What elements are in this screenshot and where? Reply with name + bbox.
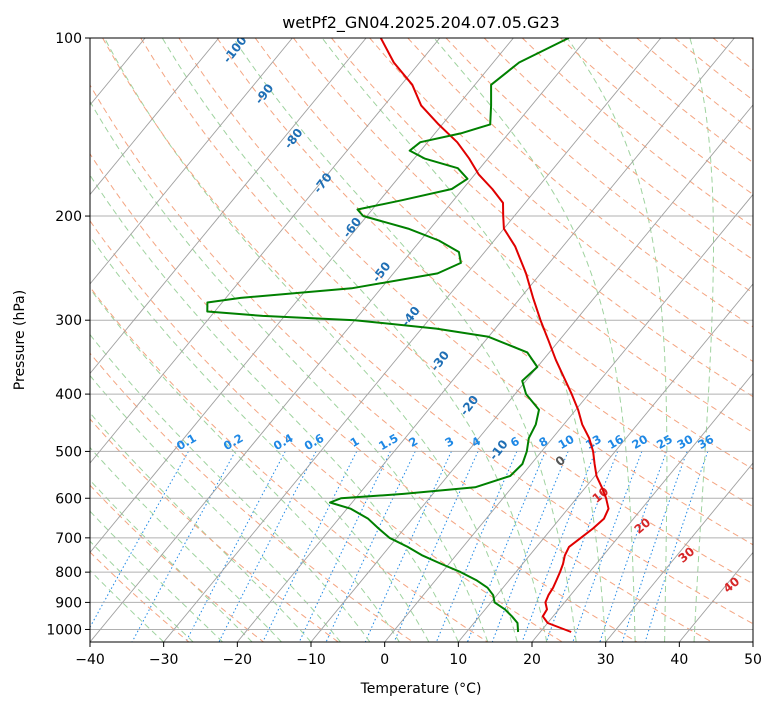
x-tick-label: −30 [149, 652, 179, 668]
isotherm-line [90, 38, 514, 554]
moist-adiabat-line [232, 38, 577, 642]
x-tick-label: −40 [75, 652, 105, 668]
y-tick-label: 300 [55, 313, 82, 329]
moist-adiabat-line [161, 38, 548, 642]
mixing-ratio-line [572, 451, 643, 642]
x-tick-label: −10 [296, 652, 326, 668]
y-axis-ticks: 100 200 300 400 500 600 700 800 900 1000 [46, 31, 90, 638]
isotherm-line [605, 462, 753, 642]
moist-adiabat-line [90, 374, 341, 642]
dry-adiabat-line [331, 38, 753, 398]
y-axis-label: Pressure (hPa) [12, 290, 28, 390]
isotherm-gridlines [90, 38, 753, 642]
moist-adiabat-line [90, 540, 194, 642]
isotherm-line [90, 38, 588, 642]
mixing-ratio-line [621, 451, 688, 642]
y-tick-label: 200 [55, 209, 82, 225]
x-tick-label: 40 [670, 652, 688, 668]
y-tick-label: 400 [55, 387, 82, 403]
mixing-ratio-label: 25 [654, 432, 675, 452]
mixing-ratio-label: 10 [556, 432, 577, 452]
moist-adiabat-line [90, 287, 400, 642]
mixing-ratio-label: 36 [695, 432, 716, 452]
y-tick-label: 100 [55, 31, 82, 47]
isotherm-line [531, 372, 753, 642]
isotherm-line [90, 38, 220, 196]
moist-adiabat-line [689, 38, 714, 642]
mixing-ratio-label: 30 [675, 432, 696, 452]
y-tick-label: 700 [55, 531, 82, 547]
y-tick-label: 600 [55, 491, 82, 507]
dry-adiabat-line [140, 38, 753, 585]
mixing-ratio-line [599, 451, 667, 642]
mixing-ratio-line [90, 451, 189, 629]
dry-adiabat-line [293, 38, 753, 434]
mixing-ratio-line [298, 451, 391, 642]
mixing-ratio-line [325, 451, 416, 642]
y-tick-label: 900 [55, 595, 82, 611]
isotherm-line [236, 38, 735, 642]
x-tick-label: 20 [523, 652, 541, 668]
isotherm-line [90, 38, 367, 375]
moist-adiabat-line [90, 235, 430, 642]
dewpoint-profile-line [206, 38, 570, 633]
mixing-ratio-line [262, 451, 358, 642]
dry-adiabat-line [216, 38, 753, 508]
moist-adiabat-line [90, 510, 223, 642]
mixing-ratio-line [545, 451, 619, 642]
moist-adiabat-line [90, 569, 165, 642]
x-tick-label: −20 [223, 652, 253, 668]
y-tick-label: 1000 [46, 622, 82, 638]
moist-adiabat-line [321, 38, 607, 642]
moist-adiabat-line [566, 38, 668, 642]
moist-adiabat-line [90, 333, 371, 642]
dry-adiabat-line [90, 286, 488, 642]
moist-adiabats [90, 38, 714, 642]
chart-title: wetPf2_GN04.2025.204.07.05.G23 [282, 13, 560, 33]
isotherm-line [384, 193, 753, 642]
mixing-ratio-line [467, 451, 546, 642]
isotherm-line [90, 38, 293, 285]
y-tick-label: 800 [55, 565, 82, 581]
x-axis-ticks: −40 −30 −20 −10 0 10 20 30 40 50 [75, 642, 762, 668]
isotherm-line [310, 104, 753, 642]
mixing-ratio-line [644, 451, 709, 642]
sounding-profiles [206, 38, 610, 633]
mixing-ratio-line [218, 451, 317, 642]
temperature-profile-line [379, 38, 610, 633]
dry-adiabat-line [90, 484, 264, 642]
isotherm-line [163, 38, 662, 642]
moist-adiabat-line [104, 38, 518, 642]
moist-adiabat-line [90, 174, 459, 642]
x-tick-label: 0 [380, 652, 389, 668]
isotherm-line [90, 38, 441, 464]
mixing-ratio-label: 20 [629, 432, 650, 452]
isotherm-line [457, 283, 753, 642]
dry-adiabat-line [90, 219, 563, 642]
dry-adiabat-line [90, 418, 339, 642]
dry-adiabat-line [369, 38, 753, 363]
moist-adiabat-line [433, 38, 636, 642]
mixing-ratio-line [521, 451, 596, 642]
dry-adiabat-line [407, 38, 753, 328]
dry-adiabat-line [102, 38, 753, 625]
x-tick-label: 10 [449, 652, 467, 668]
plot-frame [89, 37, 754, 643]
isobar-gridlines [90, 38, 753, 630]
x-tick-label: 50 [744, 652, 762, 668]
dry-adiabat-line [90, 152, 638, 642]
x-axis-label: Temperature (°C) [360, 681, 482, 697]
x-tick-label: 30 [597, 652, 615, 668]
mixing-ratio-label: 16 [605, 432, 626, 452]
y-tick-label: 500 [55, 444, 82, 460]
